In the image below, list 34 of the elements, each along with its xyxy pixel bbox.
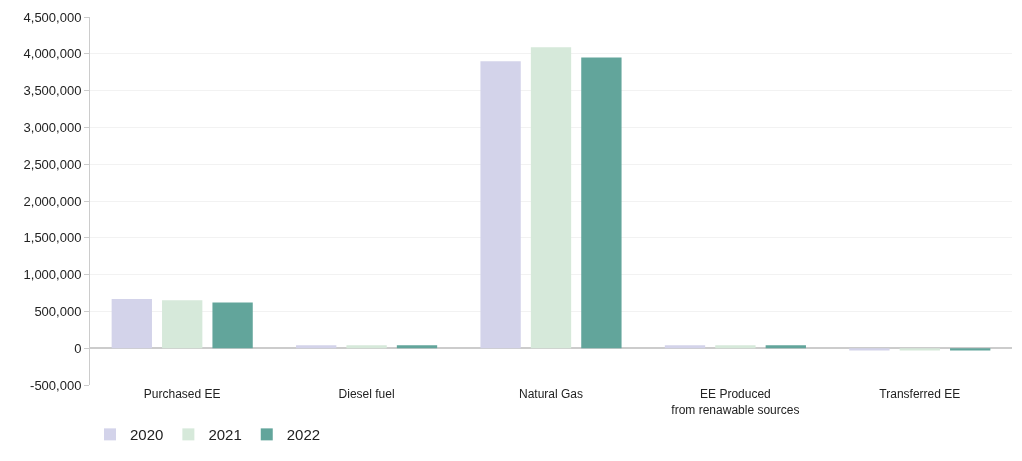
x-tick-label: Transferred EE [879,387,961,401]
x-tick-label: Natural Gas [518,387,584,401]
y-tick-label: 2,500,000 [23,156,82,172]
x-tick-label: Purchased EE [143,387,221,401]
bar [111,298,152,349]
bar [950,348,991,351]
bar [396,345,438,349]
y-tick-label: -500,000 [30,377,82,393]
y-tick-label: 0 [74,340,82,356]
y-tick-label: 500,000 [34,303,82,319]
y-tick-label: 4,500,000 [23,9,82,25]
bar [581,57,622,349]
x-tick-label: Diesel fuel [338,387,395,401]
y-tick-label: 3,500,000 [23,83,82,99]
bar [849,348,890,351]
bar [212,302,253,349]
y-tick-label: 1,500,000 [23,230,82,246]
bar [765,345,806,349]
bar [346,345,387,349]
bar [530,47,572,349]
legend-label: 2020 [130,426,164,444]
bar [480,61,521,349]
bar [664,345,706,349]
bar [899,348,940,351]
y-tick-label: 2,000,000 [23,193,82,209]
legend-label: 2021 [208,426,242,444]
y-tick-label: 3,000,000 [23,119,82,135]
x-tick-label: EE Produced from renawable sources [671,387,800,417]
bar [715,345,756,349]
legend-label: 2022 [286,426,321,444]
bar [296,345,337,349]
bar [162,300,203,349]
y-tick-label: 1,000,000 [23,267,82,283]
y-tick-label: 4,000,000 [23,46,82,62]
